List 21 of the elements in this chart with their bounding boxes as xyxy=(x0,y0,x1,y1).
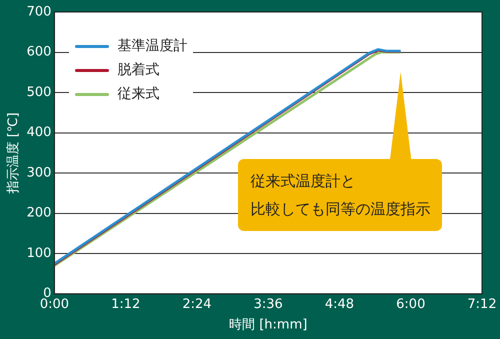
y-tick-label: 100 xyxy=(26,246,52,261)
y-tick-label: 700 xyxy=(26,4,52,20)
y-axis-title: 指示温度 [℃] xyxy=(5,112,22,194)
legend-label: 基準温度計 xyxy=(117,37,188,55)
x-tick-label: 7:12 xyxy=(467,296,497,312)
x-tick-label: 3:36 xyxy=(254,296,283,312)
y-tick-label: 400 xyxy=(26,125,52,140)
legend-label: 脱着式 xyxy=(117,61,160,79)
annotation: 比較しても同等の温度指示 xyxy=(250,198,430,220)
x-tick-label: 4:48 xyxy=(324,296,354,312)
x-tick-label: 2:24 xyxy=(182,296,212,312)
y-tick-label: 200 xyxy=(26,206,52,221)
callout-box: 従来式温度計と 比較しても同等の温度指示 xyxy=(238,72,442,231)
x-axis-title: 時間 [h:mm] xyxy=(229,318,308,333)
annotation: 従来式温度計と xyxy=(250,170,356,192)
y-tick-label: 300 xyxy=(26,165,52,180)
y-tick-label: 600 xyxy=(26,44,52,60)
x-tick-label: 1:12 xyxy=(111,296,140,312)
legend-label: 従来式 xyxy=(117,85,160,103)
x-tick-label: 6:00 xyxy=(396,296,426,312)
y-tick-label: 500 xyxy=(26,84,52,100)
